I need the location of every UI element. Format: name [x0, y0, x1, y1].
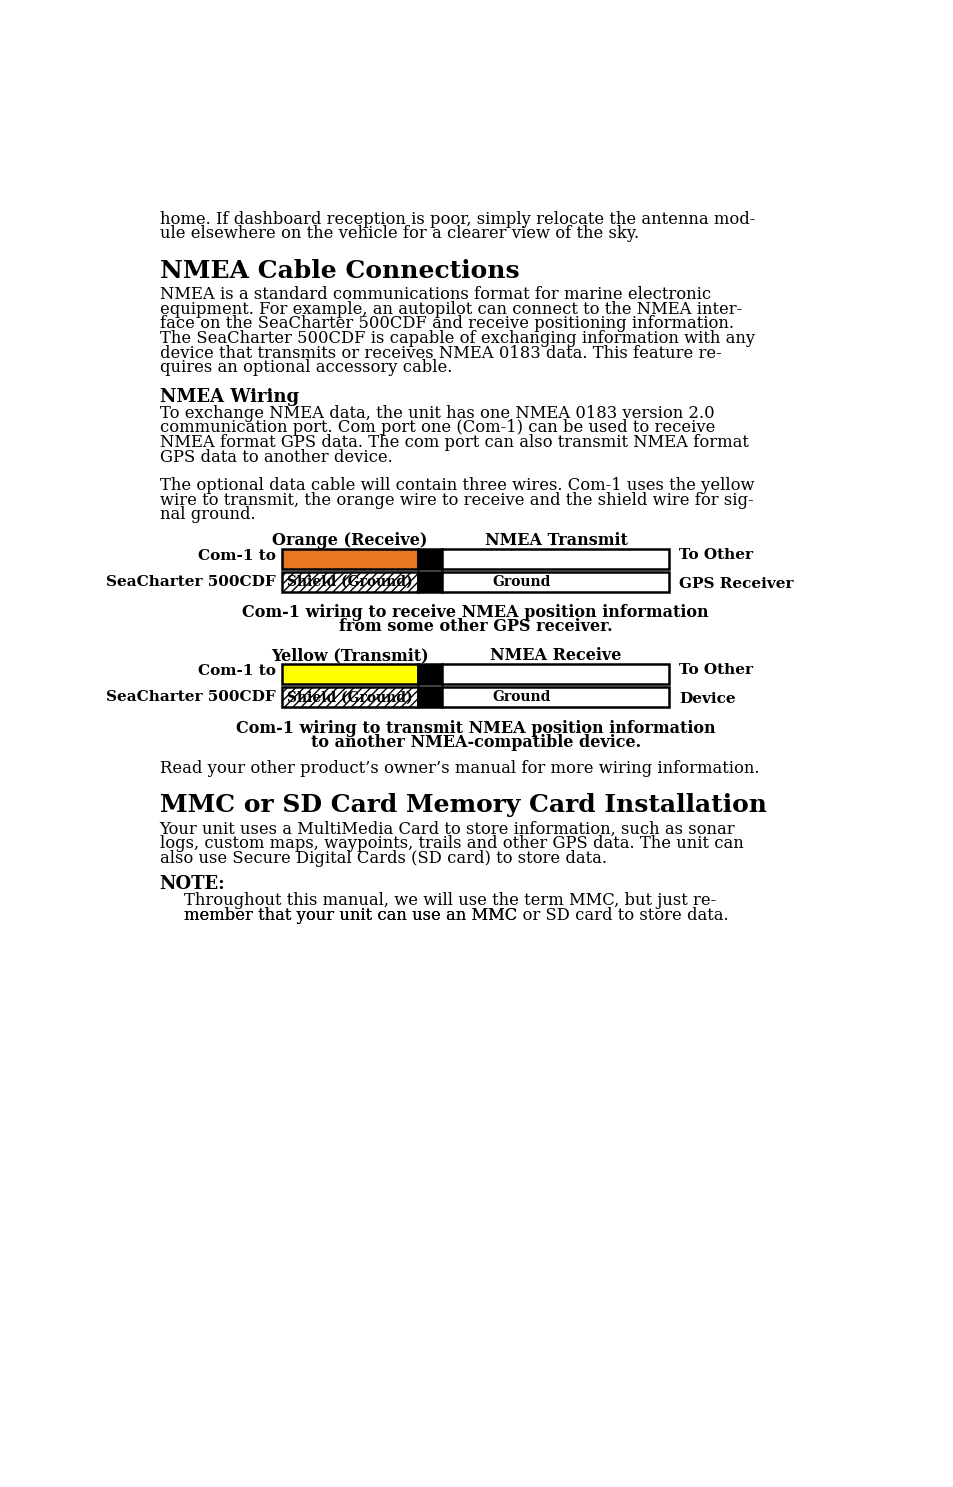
Text: logs, custom maps, waypoints, trails and other GPS data. The unit can: logs, custom maps, waypoints, trails and…: [159, 836, 742, 852]
Bar: [417, 549, 442, 570]
Text: from some other GPS receiver.: from some other GPS receiver.: [338, 619, 612, 635]
Text: NMEA is a standard communications format for marine electronic: NMEA is a standard communications format…: [159, 286, 710, 303]
Bar: [282, 549, 417, 570]
Text: SeaCharter 500CDF: SeaCharter 500CDF: [106, 575, 275, 589]
Text: equipment. For example, an autopilot can connect to the NMEA inter-: equipment. For example, an autopilot can…: [159, 300, 741, 318]
Text: GPS data to another device.: GPS data to another device.: [159, 449, 392, 465]
Text: Ground: Ground: [492, 575, 551, 589]
Text: face on the SeaCharter 500CDF and receive positioning information.: face on the SeaCharter 500CDF and receiv…: [159, 315, 733, 333]
Text: Throughout this manual, we will use the term MMC, but just re-: Throughout this manual, we will use the …: [184, 892, 716, 909]
Text: To exchange NMEA data, the unit has one NMEA 0183 version 2.0: To exchange NMEA data, the unit has one …: [159, 404, 714, 422]
Text: Com-1 wiring to transmit NMEA position information: Com-1 wiring to transmit NMEA position i…: [235, 720, 715, 736]
Bar: [282, 665, 417, 684]
Bar: [442, 665, 669, 684]
Text: Yellow (Transmit): Yellow (Transmit): [271, 647, 428, 665]
Text: member that your unit can use an MMC or SD card to store data.: member that your unit can use an MMC or …: [184, 907, 728, 923]
Bar: [417, 687, 442, 708]
Text: home. If dashboard reception is poor, simply relocate the antenna mod-: home. If dashboard reception is poor, si…: [159, 211, 754, 228]
Text: Your unit uses a MultiMedia Card to store information, such as sonar: Your unit uses a MultiMedia Card to stor…: [159, 821, 735, 837]
Text: NMEA format GPS data. The com port can also transmit NMEA format: NMEA format GPS data. The com port can a…: [159, 434, 748, 451]
Text: The optional data cable will contain three wires. Com-1 uses the yellow: The optional data cable will contain thr…: [159, 477, 753, 494]
Bar: [417, 572, 442, 592]
Bar: [442, 572, 669, 592]
Text: Ground: Ground: [492, 690, 551, 705]
Text: member that your unit can use an MMC or SD card to store data.: member that your unit can use an MMC or …: [184, 907, 728, 923]
Text: To Other: To Other: [679, 547, 752, 562]
Text: quires an optional accessory cable.: quires an optional accessory cable.: [159, 360, 452, 376]
Text: also use Secure Digital Cards (SD card) to store data.: also use Secure Digital Cards (SD card) …: [159, 851, 606, 867]
Text: SeaCharter 500CDF: SeaCharter 500CDF: [106, 690, 275, 705]
Text: Read your other product’s owner’s manual for more wiring information.: Read your other product’s owner’s manual…: [159, 760, 759, 776]
Text: member that your unit can use an MMC: member that your unit can use an MMC: [184, 907, 522, 923]
Text: device that transmits or receives NMEA 0183 data. This feature re-: device that transmits or receives NMEA 0…: [159, 345, 720, 361]
Text: NMEA Transmit: NMEA Transmit: [484, 532, 627, 549]
Text: ule elsewhere on the vehicle for a clearer view of the sky.: ule elsewhere on the vehicle for a clear…: [159, 226, 638, 242]
Text: wire to transmit, the orange wire to receive and the shield wire for sig-: wire to transmit, the orange wire to rec…: [159, 492, 752, 509]
Text: Shield (Ground): Shield (Ground): [286, 690, 412, 705]
Text: nal ground.: nal ground.: [159, 507, 254, 523]
Bar: [442, 687, 669, 708]
Text: Com-1 to: Com-1 to: [197, 665, 275, 678]
Text: MMC or SD Card Memory Card Installation: MMC or SD Card Memory Card Installation: [159, 793, 766, 816]
Bar: [417, 665, 442, 684]
Text: NMEA Receive: NMEA Receive: [490, 647, 621, 665]
Text: communication port. Com port one (Com-1) can be used to receive: communication port. Com port one (Com-1)…: [159, 419, 714, 437]
Bar: [282, 572, 417, 592]
Text: Com-1 wiring to receive NMEA position information: Com-1 wiring to receive NMEA position in…: [242, 604, 708, 622]
Text: NOTE:: NOTE:: [159, 876, 225, 894]
Text: GPS Receiver: GPS Receiver: [679, 577, 793, 590]
Text: The SeaCharter 500CDF is capable of exchanging information with any: The SeaCharter 500CDF is capable of exch…: [159, 330, 754, 346]
Text: NMEA Wiring: NMEA Wiring: [159, 388, 298, 406]
Text: Com-1 to: Com-1 to: [197, 549, 275, 562]
Text: Orange (Receive): Orange (Receive): [272, 532, 427, 549]
Text: To Other: To Other: [679, 663, 752, 677]
Text: Shield (Ground): Shield (Ground): [286, 575, 412, 589]
Text: NMEA Cable Connections: NMEA Cable Connections: [159, 259, 518, 283]
Bar: [442, 549, 669, 570]
Text: to another NMEA-compatible device.: to another NMEA-compatible device.: [311, 733, 640, 751]
Text: Device: Device: [679, 693, 735, 706]
Bar: [282, 687, 417, 708]
